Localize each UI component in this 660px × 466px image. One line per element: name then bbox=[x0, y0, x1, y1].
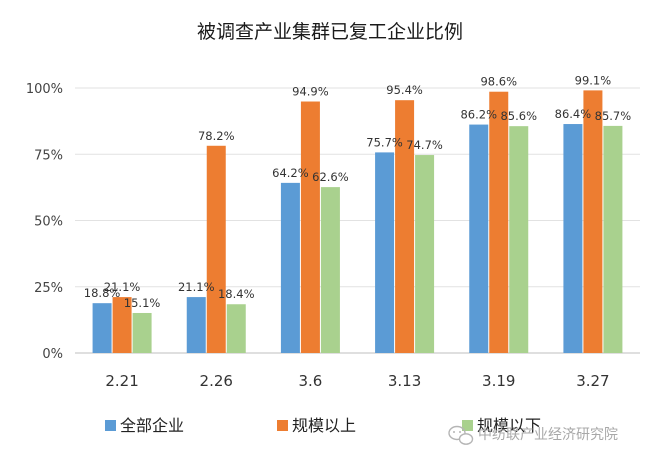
bar bbox=[603, 125, 623, 354]
data-label: 62.6% bbox=[312, 170, 349, 184]
data-label: 94.9% bbox=[292, 85, 329, 99]
data-label: 21.1% bbox=[178, 280, 215, 294]
data-label: 21.1% bbox=[104, 280, 141, 294]
data-label: 15.1% bbox=[124, 296, 161, 310]
bar bbox=[226, 304, 246, 353]
bar bbox=[300, 101, 320, 353]
data-label: 85.6% bbox=[500, 109, 537, 123]
data-label: 74.7% bbox=[406, 138, 443, 152]
x-tick-label: 2.26 bbox=[200, 372, 233, 390]
bar bbox=[186, 297, 206, 353]
wechat-icon bbox=[448, 425, 474, 445]
data-labels: 18.8%21.1%15.1%21.1%78.2%18.4%64.2%94.9%… bbox=[84, 73, 631, 310]
bar bbox=[489, 91, 509, 354]
gridlines bbox=[75, 87, 640, 354]
data-label: 86.2% bbox=[460, 108, 497, 122]
x-tick-label: 3.13 bbox=[388, 372, 421, 390]
data-label: 18.8% bbox=[84, 286, 121, 300]
y-tick-label: 0% bbox=[42, 347, 63, 362]
legend-label: 规模以下 bbox=[477, 416, 541, 435]
data-label: 86.4% bbox=[555, 107, 592, 121]
x-tick-label: 2.21 bbox=[105, 372, 138, 390]
y-tick-label: 75% bbox=[34, 148, 63, 163]
data-label: 99.1% bbox=[575, 73, 612, 87]
x-tick-label: 3.6 bbox=[298, 372, 322, 390]
bars bbox=[92, 90, 623, 354]
data-label: 95.4% bbox=[386, 83, 423, 97]
watermark-text: 中纺联产业经济研究院 bbox=[478, 427, 618, 443]
y-axis: 0% 25% 50% 75% 100% bbox=[26, 82, 63, 362]
x-tick-label: 3.27 bbox=[576, 372, 609, 390]
legend-label: 规模以上 bbox=[292, 416, 356, 435]
bar bbox=[583, 90, 603, 353]
x-tick-label: 3.19 bbox=[482, 372, 515, 390]
data-label: 75.7% bbox=[366, 135, 403, 149]
legend-swatch bbox=[105, 420, 116, 431]
bar bbox=[375, 152, 395, 353]
bar bbox=[469, 124, 489, 353]
data-label: 85.7% bbox=[595, 109, 632, 123]
bar bbox=[206, 145, 226, 353]
bar bbox=[509, 126, 529, 353]
legend-label: 全部企业 bbox=[120, 416, 184, 435]
bar bbox=[132, 312, 152, 353]
bar bbox=[280, 182, 300, 353]
bar bbox=[112, 297, 132, 353]
data-label: 18.4% bbox=[218, 287, 255, 301]
data-label: 98.6% bbox=[480, 75, 517, 89]
bar bbox=[320, 187, 340, 353]
y-tick-label: 100% bbox=[26, 82, 63, 97]
data-label: 78.2% bbox=[198, 129, 235, 143]
watermark: 中纺联产业经济研究院 bbox=[448, 425, 618, 445]
y-tick-label: 50% bbox=[34, 215, 63, 230]
bar bbox=[395, 100, 415, 353]
x-axis: 2.21 2.26 3.6 3.13 3.19 3.27 bbox=[105, 372, 609, 390]
legend-swatch bbox=[277, 420, 288, 431]
bar bbox=[415, 155, 435, 353]
legend: 全部企业 规模以上 规模以下 bbox=[105, 416, 541, 435]
y-tick-label: 25% bbox=[34, 281, 63, 296]
bar bbox=[92, 303, 112, 353]
legend-swatch bbox=[462, 420, 473, 431]
bar bbox=[563, 124, 583, 353]
data-label: 64.2% bbox=[272, 166, 309, 180]
chart-title: 被调查产业集群已复工企业比例 bbox=[197, 21, 463, 43]
